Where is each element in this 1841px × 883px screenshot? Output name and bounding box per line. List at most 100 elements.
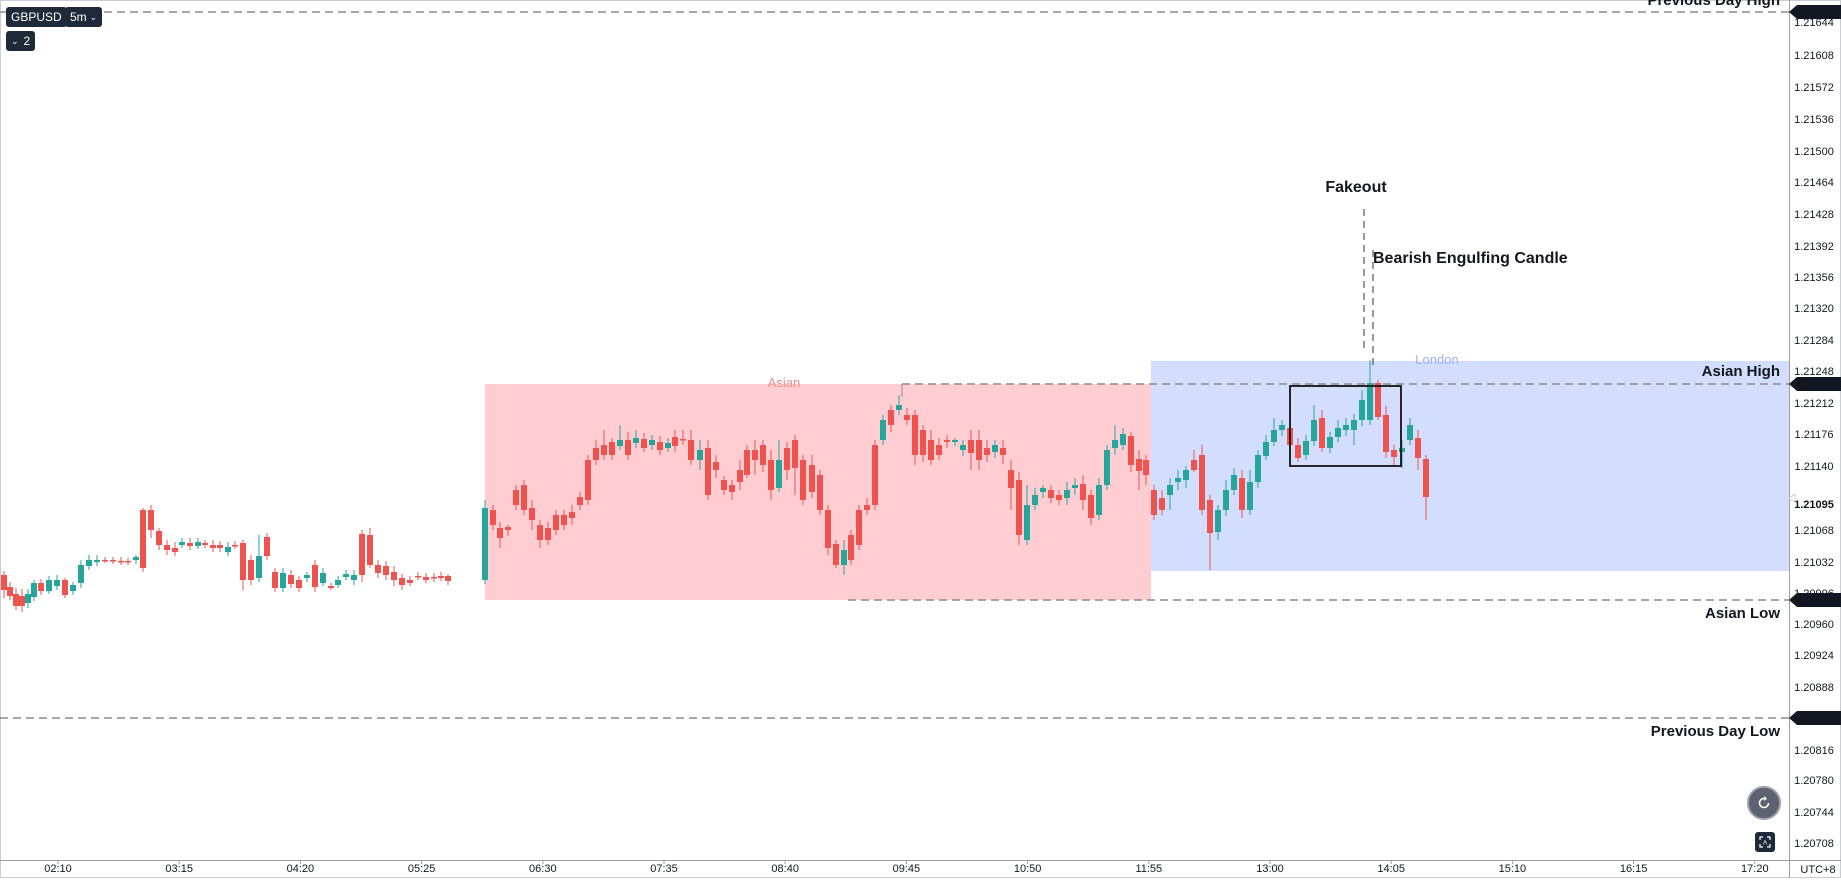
- time-tick-label: 03:15: [165, 863, 193, 875]
- candle-body: [505, 527, 511, 530]
- bullish-candle: [320, 568, 326, 586]
- bearish-candle: [164, 540, 170, 555]
- candle-body: [856, 510, 862, 545]
- candle-body: [912, 415, 918, 455]
- bearish-candle: [140, 508, 146, 572]
- candle-body: [62, 580, 68, 595]
- candle-body: [490, 510, 496, 525]
- candle-body: [375, 565, 381, 573]
- auto-scale-button[interactable]: A: [1755, 832, 1775, 852]
- candle-body: [312, 565, 318, 587]
- candle-body: [38, 583, 44, 591]
- interval-button[interactable]: 5m ⌄: [65, 7, 103, 27]
- bullish-candle: [1279, 420, 1285, 436]
- replay-button[interactable]: [1747, 786, 1781, 820]
- bearish-candle: [1295, 438, 1301, 462]
- bullish-candle: [633, 430, 639, 448]
- asian-low-marker: [1789, 593, 1841, 607]
- candle-body: [304, 575, 310, 578]
- candle-body: [1159, 498, 1165, 510]
- price-tick-label: 1.21212: [1794, 398, 1834, 410]
- candle-body: [1040, 488, 1046, 492]
- bearish-candle: [800, 455, 806, 505]
- candle-body: [1191, 460, 1197, 470]
- bearish-candle: [312, 560, 318, 592]
- bullish-candle: [1032, 488, 1038, 510]
- bearish-candle: [1008, 460, 1014, 510]
- candle-body: [896, 405, 902, 410]
- auto-scale-icon: A: [1759, 836, 1771, 848]
- candle-body: [817, 475, 823, 510]
- price-tick-label: 1.20888: [1794, 682, 1834, 694]
- bullish-candle: [46, 576, 52, 594]
- time-tick-label: 11:55: [1135, 863, 1162, 875]
- bullish-candle: [70, 582, 76, 595]
- bullish-candle: [697, 440, 703, 470]
- candle-body: [1207, 500, 1213, 533]
- current-price-pointer: [1788, 493, 1796, 503]
- timezone-label[interactable]: UTC+8: [1800, 864, 1835, 876]
- candle-body: [577, 497, 583, 505]
- bearish-candle: [1016, 472, 1022, 545]
- bullish-candle: [896, 395, 902, 415]
- bullish-candle: [280, 568, 286, 592]
- bearish-candle: [609, 438, 615, 460]
- price-tick-label: 1.21428: [1794, 209, 1834, 221]
- bearish-candle: [399, 574, 405, 590]
- bullish-candle: [841, 540, 847, 575]
- indicators-toggle-button[interactable]: ⌄ 2: [6, 31, 36, 51]
- candle-body: [94, 560, 100, 562]
- bearish-candle: [288, 570, 294, 588]
- time-tick-label: 07:35: [650, 863, 678, 875]
- candle-body: [1271, 430, 1277, 442]
- candle-body: [521, 485, 527, 510]
- bearish-candle: [38, 579, 44, 595]
- time-tick-label: 09:45: [893, 863, 921, 875]
- bullish-candle: [952, 438, 958, 446]
- candle-body: [1143, 460, 1149, 475]
- bearish-candle: [19, 589, 25, 612]
- bearish-candle: [1080, 475, 1086, 510]
- bullish-candle: [1343, 418, 1349, 436]
- time-tick-label: 17:20: [1741, 863, 1769, 875]
- bullish-candle: [665, 438, 671, 452]
- london-session-zone[interactable]: [1151, 361, 1789, 571]
- candle-body: [641, 439, 647, 448]
- bullish-candle: [31, 580, 37, 601]
- candle-body: [1407, 425, 1413, 440]
- bearish-candle: [1391, 445, 1397, 465]
- candle-body: [1016, 480, 1022, 535]
- symbol-button[interactable]: GBPUSD: [6, 7, 67, 27]
- price-tick-label: 1.21284: [1794, 335, 1834, 347]
- bullish-candle: [617, 425, 623, 450]
- time-tick-label: 06:30: [529, 863, 557, 875]
- bullish-candle: [256, 535, 262, 582]
- bearish-candle: [1239, 470, 1245, 518]
- candle-body: [841, 550, 847, 565]
- price-tick-label: 1.21608: [1794, 50, 1834, 62]
- candle-body: [407, 580, 413, 583]
- candlestick-series[interactable]: [1, 360, 1429, 612]
- bullish-candle: [78, 560, 84, 588]
- time-axis[interactable]: 02:10 03:15 04:20 05:25 06:30 07:35 08:40 09:45…: [44, 860, 1769, 875]
- candle-body: [960, 445, 966, 450]
- bearish-candle: [210, 540, 216, 552]
- fakeout-highlight-box[interactable]: [1289, 385, 1402, 467]
- bearish-candle: [62, 578, 68, 598]
- bearish-candle: [864, 498, 870, 515]
- bullish-candle: [482, 500, 488, 584]
- bearish-candle: [13, 588, 19, 610]
- time-tick-label: 05:25: [408, 863, 436, 875]
- candle-body: [1415, 438, 1421, 458]
- bearish-candle: [713, 455, 719, 478]
- candle-body: [202, 543, 208, 545]
- candle-body: [320, 573, 326, 583]
- candle-body: [102, 560, 108, 562]
- candle-body: [752, 450, 758, 460]
- candle-body: [729, 485, 735, 492]
- bearish-candle: [1143, 455, 1149, 485]
- price-axis[interactable]: 1.21644 1.21608 1.21572 1.21536 1.21500 1.214…: [1794, 17, 1834, 850]
- bearish-candle: [110, 557, 116, 564]
